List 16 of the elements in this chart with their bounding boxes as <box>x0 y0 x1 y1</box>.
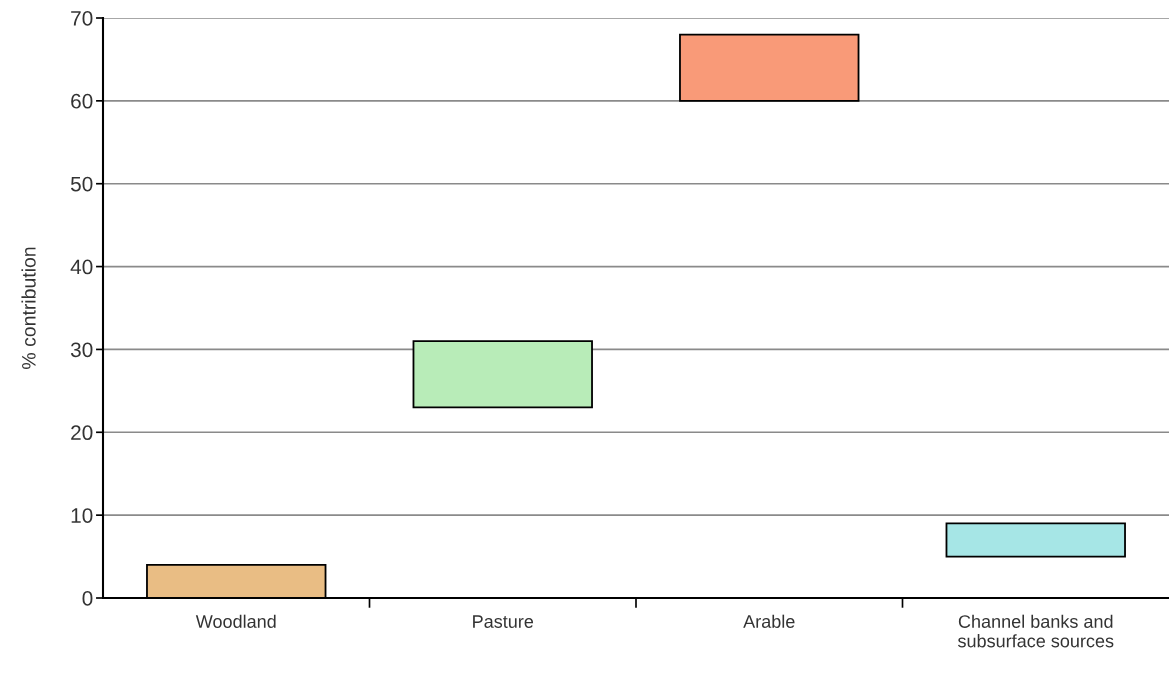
y-tick-label: 60 <box>71 93 93 109</box>
y-axis-title: % contribution <box>21 247 36 369</box>
y-tick-label: 0 <box>82 591 93 606</box>
x-tick-label: Woodland <box>195 614 276 628</box>
bar <box>945 522 1126 558</box>
bar <box>679 33 860 102</box>
y-tick-label: 30 <box>70 342 93 358</box>
y-tick-label: 20 <box>71 425 93 441</box>
x-tick-label: Pasture <box>473 615 534 628</box>
bar <box>412 340 593 409</box>
x-tick-label: Arable <box>743 614 795 628</box>
y-tick-label: 40 <box>70 259 93 275</box>
y-tick-label: 10 <box>71 508 93 523</box>
y-tick-label: 50 <box>70 176 93 192</box>
y-tick-label: 70 <box>71 11 93 26</box>
x-tick-label: Channel banks and subsurface sources <box>957 614 1114 648</box>
